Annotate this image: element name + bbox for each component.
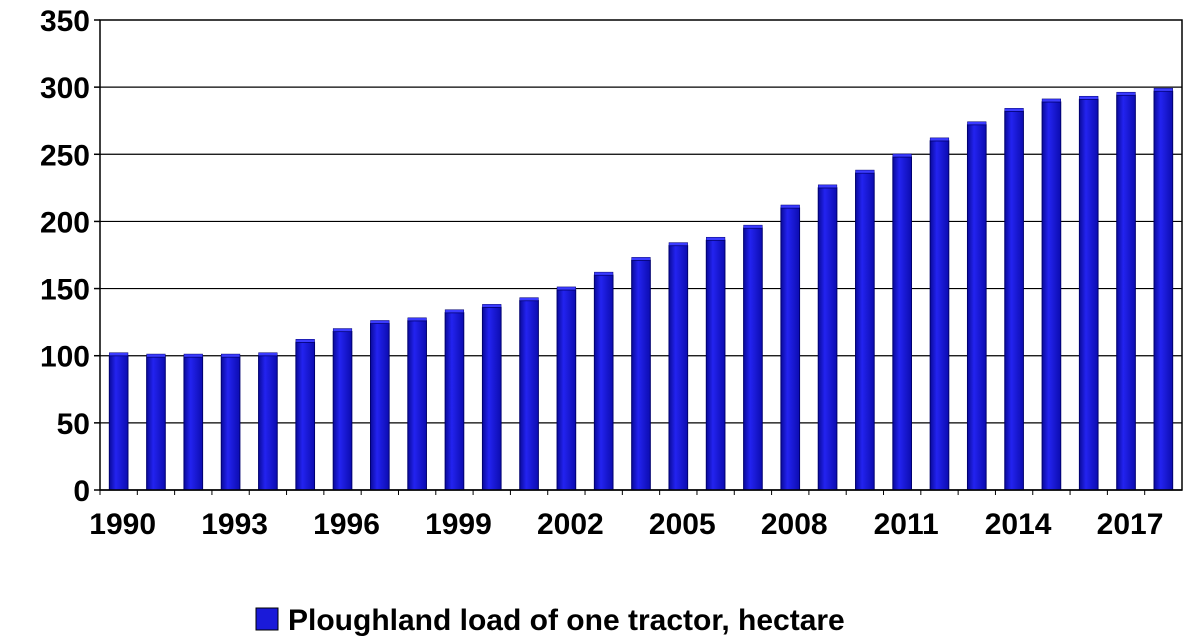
bar: [817, 184, 838, 491]
bar: [780, 204, 801, 491]
y-axis: 0 50 100 150 200 250 300 350: [40, 5, 100, 508]
bar: [1004, 108, 1024, 491]
bar: [481, 304, 502, 491]
bar: [1041, 98, 1062, 491]
bar: [183, 353, 204, 491]
x-tick-label: 1993: [201, 508, 268, 541]
y-tick-label: 350: [40, 5, 90, 38]
bar: [743, 224, 763, 491]
x-tick-label: 1999: [425, 508, 492, 541]
x-tick-label: 1990: [89, 508, 156, 541]
gridlines: [100, 86, 1182, 424]
bar: [258, 352, 278, 491]
bar: [966, 121, 987, 491]
bar: [1078, 95, 1099, 491]
y-tick-label: 250: [40, 139, 90, 172]
y-tick-label: 50: [57, 408, 90, 441]
bar-series: [108, 87, 1174, 491]
y-tick-label: 0: [73, 475, 90, 508]
bar: [556, 286, 577, 491]
bar: [370, 320, 390, 491]
x-tick-label: 2014: [985, 508, 1052, 541]
bar: [146, 353, 166, 491]
x-tick-label: 2017: [1097, 508, 1164, 541]
y-tick-label: 300: [40, 72, 90, 105]
bar: [631, 257, 651, 491]
legend-swatch: [255, 607, 279, 631]
x-tick-label: 2005: [649, 508, 716, 541]
bar: [332, 328, 353, 491]
bar: [519, 297, 539, 491]
legend-label: Ploughland load of one tractor, hectare: [288, 604, 845, 637]
bar: [1153, 87, 1174, 491]
bar: [668, 242, 689, 491]
x-tick-label: 1996: [313, 508, 380, 541]
bar: [407, 317, 427, 491]
legend: Ploughland load of one tractor, hectare: [255, 604, 845, 637]
bar: [444, 309, 465, 491]
x-tick-label: 2008: [761, 508, 828, 541]
bar: [220, 353, 241, 491]
bar: [295, 339, 316, 491]
bar: [929, 137, 950, 491]
y-tick-label: 100: [40, 341, 90, 374]
y-tick-label: 150: [40, 274, 90, 307]
bar: [108, 352, 129, 491]
bar: [1116, 91, 1136, 491]
y-tick-label: 200: [40, 206, 90, 239]
x-tick-label: 2011: [874, 508, 939, 541]
bar: [705, 236, 726, 491]
bar: [593, 271, 614, 491]
bar: [892, 153, 913, 491]
x-tick-label: 2002: [537, 508, 604, 541]
bar: [855, 169, 875, 491]
x-axis: 1990 1993 1996 1999 2002 2005 2008 2011 2014 2017: [89, 489, 1182, 541]
